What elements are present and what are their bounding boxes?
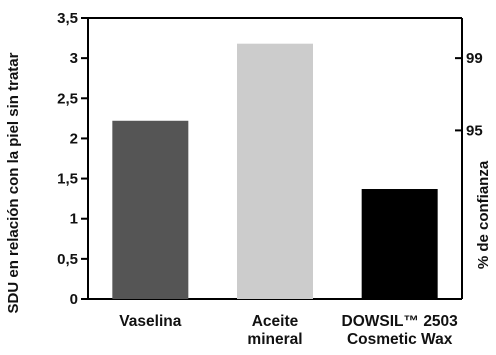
y-tick-label: 3,5 (57, 10, 78, 27)
y-axis-label-group: SDU en relación con la piel sin tratar (5, 52, 22, 313)
x-category-label: Cosmetic Wax (347, 331, 453, 348)
y-tick-label: 2 (70, 130, 78, 147)
x-category-label: Vaselina (119, 313, 181, 330)
plot-area: 0 0,5 1 1,5 2 2,5 3 3,5 95 99 Vaselina Aceiteminera… (57, 10, 483, 348)
y2-axis-label: % de confianza (475, 160, 492, 269)
x-category-label: Aceite (252, 313, 299, 330)
y2-axis-label-group: % de confianza (475, 160, 492, 269)
y-tick-label: 3 (70, 50, 78, 67)
y-tick-label: 0 (70, 291, 78, 308)
bar (112, 120, 189, 299)
y-tick-label: 2,5 (57, 90, 78, 107)
y-tick-label: 0,5 (57, 251, 78, 268)
y-tick-label: 1,5 (57, 171, 78, 188)
y-axis-label: SDU en relación con la piel sin tratar (5, 52, 22, 313)
x-category-label: DOWSIL™ 2503 (342, 313, 459, 330)
y-tick-label: 1 (70, 211, 78, 228)
y2-tick-label: 99 (466, 50, 483, 67)
x-category-label: mineral (247, 331, 302, 348)
bar (237, 43, 313, 299)
bar (361, 189, 438, 299)
y2-tick-label: 95 (466, 122, 483, 139)
